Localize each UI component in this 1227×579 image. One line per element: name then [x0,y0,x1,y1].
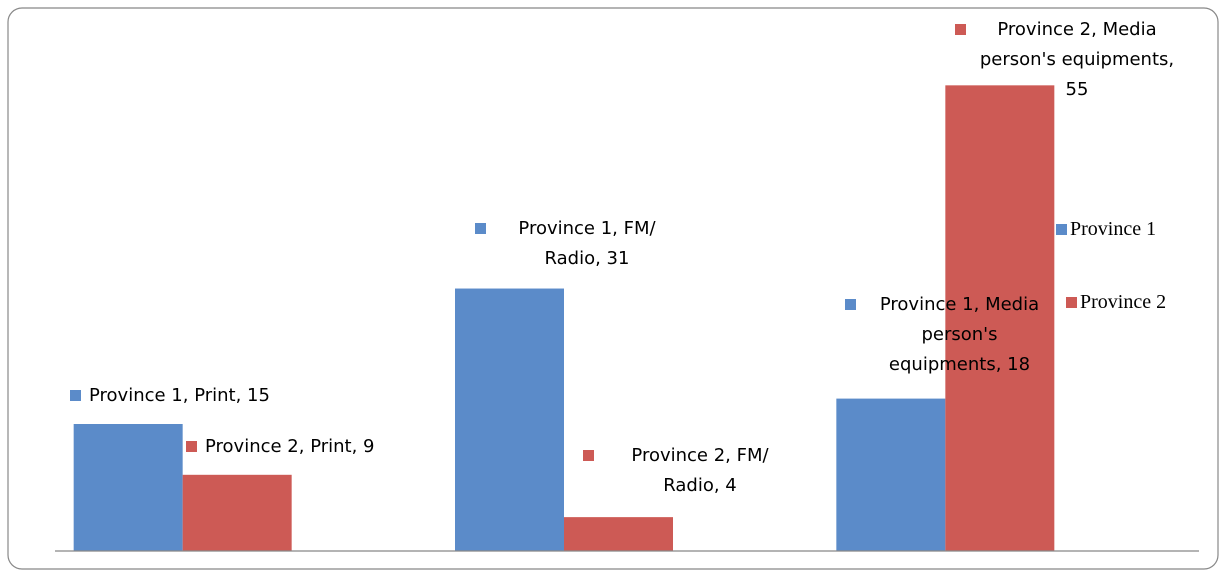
data-label: Province 1, Print, 15 [70,381,270,411]
label-marker [475,223,486,234]
data-label-text: Province 1, FM/ Radio, 31 [518,218,656,269]
legend-label: Province 2 [1080,291,1167,313]
label-marker [583,450,594,461]
data-label-text: Province 2, FM/ Radio, 4 [631,445,769,496]
data-label-text: Province 1, Media person's equipments, 1… [879,294,1040,375]
data-label: Province 1, Media person's equipments, 1… [845,290,1055,380]
bar [73,424,183,551]
data-label: Province 2, Print, 9 [186,432,375,462]
data-label: Province 1, FM/ Radio, 31 [475,214,680,274]
label-marker [186,441,197,452]
data-label: Province 2, Media person's equipments, 5… [955,15,1180,105]
data-label: Province 2, FM/ Radio, 4 [583,441,798,501]
bar [945,85,1055,551]
label-marker [955,24,966,35]
bar [564,517,673,551]
legend-item: Province 1 [1056,218,1156,241]
legend-marker [1066,297,1077,308]
data-label-text: Province 1, Print, 15 [89,385,270,406]
data-label-text: Province 2, Media person's equipments, 5… [979,19,1175,100]
bar [836,398,946,551]
legend-item: Province 2 [1066,291,1166,314]
bar [182,474,292,551]
label-marker [845,299,856,310]
legend-marker [1056,224,1067,235]
label-marker [70,390,81,401]
data-label-text: Province 2, Print, 9 [205,436,375,457]
bar [455,288,564,551]
legend-label: Province 1 [1070,218,1157,240]
